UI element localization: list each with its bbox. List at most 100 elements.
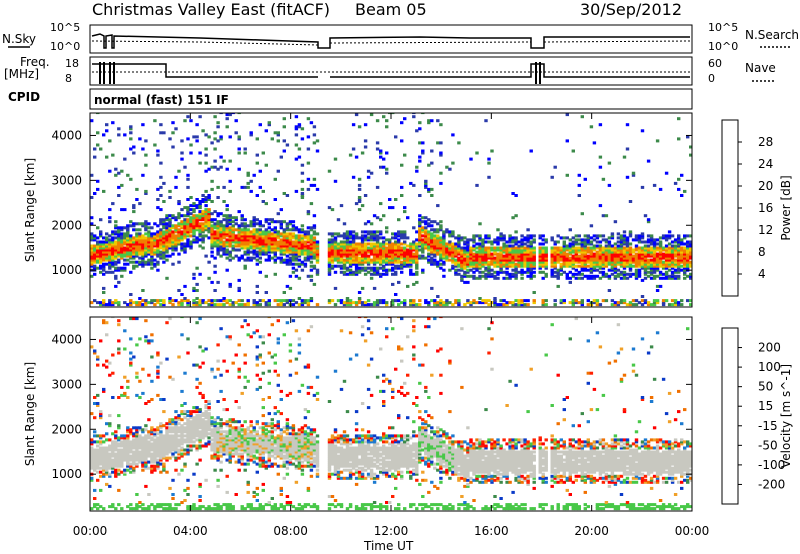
power-cell [123, 157, 127, 161]
power-cell [496, 270, 500, 274]
power-cell [261, 250, 265, 254]
power-cell [222, 242, 226, 246]
power-cell [168, 232, 172, 236]
power-cell [231, 246, 235, 250]
power-cell [517, 301, 521, 305]
power-y-label: Slant Range [km] [23, 158, 37, 262]
power-cell [544, 246, 548, 250]
velocity-cell [171, 434, 175, 438]
velocity-cell [204, 432, 208, 436]
power-cell [105, 123, 109, 127]
power-cell [342, 260, 347, 264]
power-cell [541, 301, 545, 305]
power-cell [680, 260, 684, 264]
power-cell [102, 254, 106, 258]
power-cell [481, 244, 485, 248]
power-cell [502, 256, 506, 260]
power-cell [607, 256, 612, 260]
velocity-cell [132, 458, 136, 462]
power-cell [388, 248, 392, 252]
power-cell [385, 242, 389, 246]
power-cell [613, 260, 618, 264]
power-cell [634, 254, 639, 258]
power-cell [174, 216, 178, 220]
power-cell [309, 238, 314, 242]
power-cell [463, 260, 467, 264]
power-cell [144, 220, 148, 224]
velocity-cell [165, 448, 169, 452]
power-cell [327, 250, 332, 254]
power-cell [249, 133, 253, 137]
power-cell [499, 252, 503, 256]
velocity-cell [186, 452, 190, 456]
power-cell [150, 254, 154, 258]
power-cell [207, 167, 211, 171]
power-cell [258, 303, 262, 307]
power-cell [120, 246, 124, 250]
power-cell [565, 173, 569, 177]
power-cell [427, 230, 431, 234]
power-cell [496, 264, 500, 268]
power-cell [625, 260, 630, 264]
velocity-cell [183, 438, 187, 442]
velocity-cell [180, 333, 184, 337]
power-cell [439, 246, 443, 250]
power-cell [156, 234, 160, 238]
power-cell [424, 220, 428, 224]
velocity-cell [135, 450, 139, 454]
power-cell [195, 266, 199, 270]
power-cell [213, 236, 217, 240]
power-cell [120, 256, 124, 260]
power-cell [213, 218, 217, 222]
power-cell [613, 242, 618, 246]
power-cell [484, 240, 488, 244]
power-cell [532, 266, 536, 270]
power-cell [372, 248, 377, 252]
power-cell [505, 260, 509, 264]
power-cell [282, 260, 286, 264]
power-cell [430, 250, 434, 254]
power-cell [637, 238, 642, 242]
power-cell [162, 218, 166, 222]
power-cell [186, 242, 190, 246]
velocity-cell [105, 359, 109, 363]
power-cell [526, 240, 530, 244]
power-cell [90, 119, 94, 123]
power-cell [366, 260, 371, 264]
power-cell [216, 236, 220, 240]
power-cell [150, 301, 154, 305]
power-cell [165, 234, 169, 238]
velocity-cell [198, 381, 202, 385]
velocity-cell [147, 493, 151, 496]
velocity-cell [192, 416, 196, 420]
power-cell [589, 254, 594, 258]
power-cell [330, 264, 335, 268]
power-cell [246, 299, 250, 303]
power-cell [270, 250, 274, 254]
power-cell [327, 246, 332, 250]
power-cell [132, 248, 136, 252]
power-cell [147, 248, 151, 252]
power-cell [279, 208, 283, 212]
power-cell [276, 244, 280, 248]
velocity-cell [141, 460, 145, 464]
velocity-cell [114, 448, 118, 452]
power-cell [204, 189, 208, 193]
power-cell [108, 252, 112, 256]
power-cell [622, 299, 627, 303]
power-cell [369, 113, 374, 117]
velocity-cell [99, 458, 103, 462]
power-cell [556, 284, 560, 288]
power-cell [180, 214, 184, 218]
power-cell [249, 189, 253, 193]
power-cell [249, 234, 253, 238]
power-cell [366, 256, 371, 260]
velocity-cell [144, 428, 148, 432]
power-cell [264, 236, 268, 240]
power-cell [123, 133, 127, 137]
power-cell [454, 260, 458, 264]
power-cell [487, 250, 491, 254]
power-cell [689, 250, 692, 254]
power-cell [493, 301, 497, 305]
power-cell [451, 242, 455, 246]
